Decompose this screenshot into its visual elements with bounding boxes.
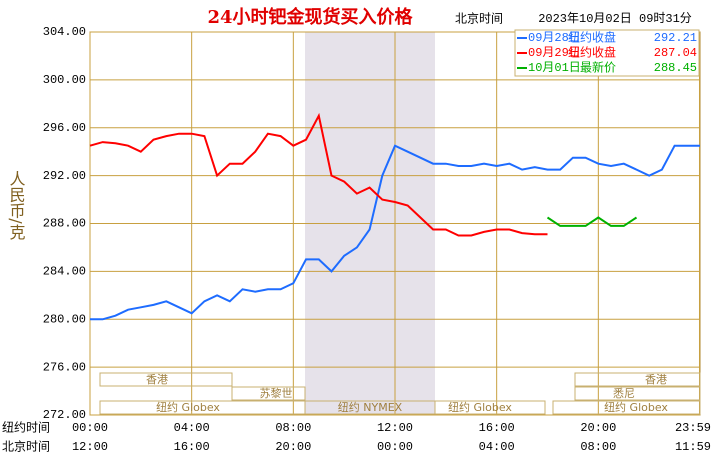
x-tick-label: 04:00 [174,421,210,435]
x-tick-label: 20:00 [580,421,616,435]
x-tick-label: 12:00 [377,421,413,435]
x2-tick-label: 20:00 [275,440,311,454]
x-row-label: 纽约时间 [2,420,50,435]
y-tick-label: 284.00 [43,265,86,279]
x-tick-label: 23:59 [675,421,711,435]
session-label: 香港 [146,373,168,386]
session-label: 苏黎世 [260,386,293,400]
legend-note: 最新价 [580,60,616,75]
x-tick-label: 08:00 [275,421,311,435]
legend-note: 纽约收盘 [568,45,616,60]
y-tick-label: 292.00 [43,169,86,183]
price-line [89,112,548,237]
y-tick-label: 280.00 [43,312,86,326]
subtitle: 北京时间 [455,12,503,26]
lines [89,112,700,321]
legend-name: 09月29日 [528,46,581,60]
y-tick-label: 276.00 [43,360,86,374]
session-box [231,386,306,401]
x2-tick-label: 12:00 [72,440,108,454]
session-box [552,400,701,415]
y-tick-label: 296.00 [43,121,86,135]
y-tick-label: 288.00 [43,217,86,231]
session-label: 悉尼 [613,387,635,400]
y-axis-label: 人民币/克 [7,170,26,240]
x2-tick-label: 00:00 [377,440,413,454]
legend-value: 288.45 [654,61,697,75]
legend [514,29,700,77]
legend-name: 10月01日 [528,61,581,75]
session-label: 纽约 NYMEX [338,400,403,414]
legend-value: 287.04 [654,46,697,60]
session-box [99,372,233,387]
sessions [99,372,701,415]
x-tick-label: 00:00 [72,421,108,435]
x-tick-label: 16:00 [479,421,515,435]
x2-tick-label: 16:00 [174,440,210,454]
session-box [574,386,701,401]
legend-note: 纽约收盘 [568,30,616,45]
y-tick-label: 300.00 [43,73,86,87]
chart-title: 24小时钯金现货买入价格 [207,6,413,28]
x2-tick-label: 08:00 [580,440,616,454]
x2-row-label: 北京时间 [2,440,50,454]
session-box [434,400,546,415]
grid [89,31,700,416]
session-label: 纽约 Globex [156,400,220,414]
y-tick-label: 272.00 [43,408,86,422]
legend-value: 292.21 [654,31,697,45]
timestamp: 2023年10月02日 09时31分 [538,11,692,26]
price-line [90,144,700,321]
y-tick-label: 304.00 [43,25,86,39]
x2-tick-label: 04:00 [479,440,515,454]
session-label: 纽约 Globex [448,400,512,414]
session-box [574,372,701,387]
price-line [546,216,638,227]
legend-name: 09月28日 [528,31,581,45]
session-label: 香港 [645,373,667,386]
x2-tick-label: 11:59 [675,440,711,454]
session-label: 纽约 Globex [604,400,668,414]
